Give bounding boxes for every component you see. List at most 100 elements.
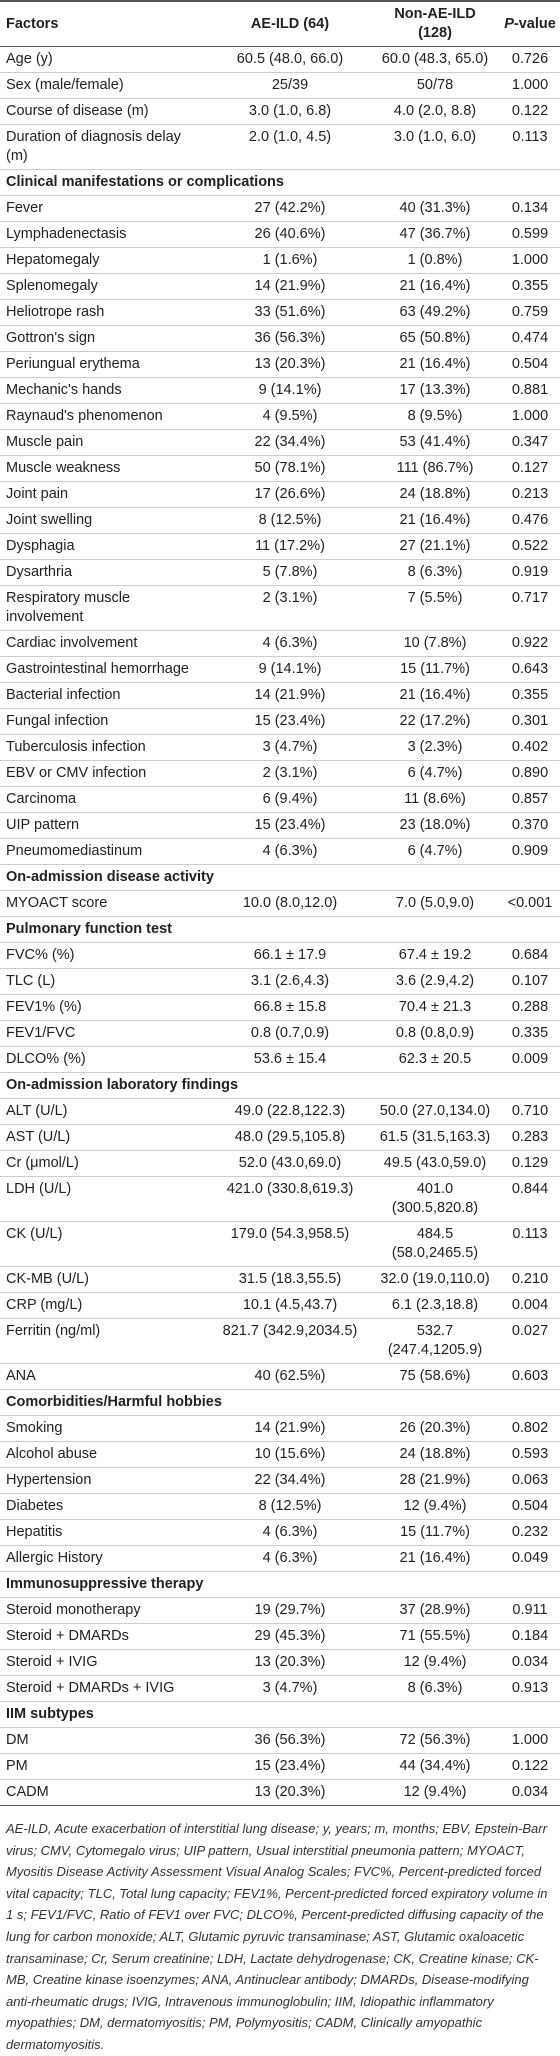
value-cell: 0.009 xyxy=(498,1046,560,1073)
section-title: IIM subtypes xyxy=(0,1701,560,1728)
value-cell: 47 (36.7%) xyxy=(370,221,498,248)
table-row: EBV or CMV infection 2 (3.1%) 6 (4.7%) 0.89… xyxy=(0,760,560,787)
factor-cell: Dysarthria xyxy=(0,559,208,586)
value-cell: 27 (21.1%) xyxy=(370,533,498,560)
footnote: AE-ILD, Acute exacerbation of interstiti… xyxy=(6,1821,548,2052)
value-cell: 5 (7.8%) xyxy=(208,559,370,586)
value-cell: 8 (12.5%) xyxy=(208,507,370,534)
value-cell: 0.335 xyxy=(498,1020,560,1047)
factor-cell: Cr (μmol/L) xyxy=(0,1150,208,1177)
value-cell: 0.919 xyxy=(498,559,560,586)
value-cell: 3 (4.7%) xyxy=(208,734,370,761)
value-cell: 0.8 (0.7,0.9) xyxy=(208,1020,370,1047)
table-row: Hepatomegaly 1 (1.6%) 1 (0.8%) 1.000 xyxy=(0,247,560,274)
value-cell: 0.922 xyxy=(498,630,560,657)
value-cell: 0.913 xyxy=(498,1675,560,1702)
value-cell: 4.0 (2.0, 8.8) xyxy=(370,98,498,125)
value-cell: 11 (8.6%) xyxy=(370,786,498,813)
value-cell: 21 (16.4%) xyxy=(370,351,498,378)
header-text: -value xyxy=(513,15,556,32)
value-cell: 0.127 xyxy=(498,455,560,482)
table-row: PM 15 (23.4%) 44 (34.4%) 0.122 xyxy=(0,1753,560,1780)
value-cell: 3.1 (2.6,4.3) xyxy=(208,968,370,995)
value-cell: 0.890 xyxy=(498,760,560,787)
value-cell: 14 (21.9%) xyxy=(208,682,370,709)
factor-cell: Periungual erythema xyxy=(0,351,208,378)
table-row: FEV1% (%) 66.8 ± 15.8 70.4 ± 21.3 0.288 xyxy=(0,994,560,1021)
value-cell: 23 (18.0%) xyxy=(370,812,498,839)
value-cell: 40 (62.5%) xyxy=(208,1363,370,1390)
value-cell: 0.301 xyxy=(498,708,560,735)
value-cell: 63 (49.2%) xyxy=(370,299,498,326)
factor-cell: Heliotrope rash xyxy=(0,299,208,326)
value-cell: <0.001 xyxy=(498,890,560,917)
value-cell: 0.129 xyxy=(498,1150,560,1177)
value-cell: 26 (20.3%) xyxy=(370,1415,498,1442)
value-cell: 0.710 xyxy=(498,1098,560,1125)
value-cell: 0.476 xyxy=(498,507,560,534)
table-row: Age (y) 60.5 (48.0, 66.0) 60.0 (48.3, 65.0… xyxy=(0,46,560,73)
value-cell: 4 (6.3%) xyxy=(208,1519,370,1546)
factor-cell: MYOACT score xyxy=(0,890,208,917)
table-row: Diabetes 8 (12.5%) 12 (9.4%) 0.504 xyxy=(0,1493,560,1520)
factor-cell: Hepatitis xyxy=(0,1519,208,1546)
value-cell: 8 (6.3%) xyxy=(370,559,498,586)
factor-cell: TLC (L) xyxy=(0,968,208,995)
value-cell: 24 (18.8%) xyxy=(370,481,498,508)
table-row: Gottron's sign 36 (56.3%) 65 (50.8%) 0.474 xyxy=(0,325,560,352)
value-cell: 21 (16.4%) xyxy=(370,682,498,709)
value-cell: 14 (21.9%) xyxy=(208,273,370,300)
table-row: Mechanic's hands 9 (14.1%) 17 (13.3%) 0.881 xyxy=(0,377,560,404)
value-cell: 11 (17.2%) xyxy=(208,533,370,560)
value-cell: 50/78 xyxy=(370,72,498,99)
value-cell: 3.0 (1.0, 6.8) xyxy=(208,98,370,125)
value-cell: 0.283 xyxy=(498,1124,560,1151)
table-row: Cardiac involvement 4 (6.3%) 10 (7.8%) 0.92… xyxy=(0,630,560,657)
value-cell: 2 (3.1%) xyxy=(208,585,370,631)
table-row: Steroid monotherapy 19 (29.7%) 37 (28.9%) 0… xyxy=(0,1597,560,1624)
value-cell: 179.0 (54.3,958.5) xyxy=(208,1221,370,1267)
value-cell: 60.5 (48.0, 66.0) xyxy=(208,46,370,73)
value-cell: 0.717 xyxy=(498,585,560,631)
value-cell: 37 (28.9%) xyxy=(370,1597,498,1624)
value-cell: 0.911 xyxy=(498,1597,560,1624)
table-row: Bacterial infection 14 (21.9%) 21 (16.4%) 0… xyxy=(0,682,560,709)
factor-cell: Raynaud's phenomenon xyxy=(0,403,208,430)
value-cell: 0.113 xyxy=(498,1221,560,1267)
value-cell: 0.857 xyxy=(498,786,560,813)
value-cell: 421.0 (330.8,619.3) xyxy=(208,1176,370,1222)
value-cell: 70.4 ± 21.3 xyxy=(370,994,498,1021)
table-row: Muscle weakness 50 (78.1%) 111 (86.7%) 0.12… xyxy=(0,455,560,482)
table-row: AST (U/L) 48.0 (29.5,105.8) 61.5 (31.5,163… xyxy=(0,1124,560,1151)
value-cell: 6 (4.7%) xyxy=(370,838,498,865)
value-cell: 0.355 xyxy=(498,682,560,709)
table-row: Ferritin (ng/ml) 821.7 (342.9,2034.5) 532.… xyxy=(0,1318,560,1364)
table-row: Sex (male/female) 25/39 50/78 1.000 xyxy=(0,72,560,99)
value-cell: 15 (11.7%) xyxy=(370,1519,498,1546)
value-cell: 26 (40.6%) xyxy=(208,221,370,248)
table-row: Muscle pain 22 (34.4%) 53 (41.4%) 0.347 xyxy=(0,429,560,456)
factor-cell: Sex (male/female) xyxy=(0,72,208,99)
value-cell: 21 (16.4%) xyxy=(370,1545,498,1572)
table-row: Cr (μmol/L) 52.0 (43.0,69.0) 49.5 (43.0,59… xyxy=(0,1150,560,1177)
factor-cell: Steroid monotherapy xyxy=(0,1597,208,1624)
value-cell: 0.684 xyxy=(498,942,560,969)
value-cell: 0.726 xyxy=(498,46,560,73)
value-cell: 6 (9.4%) xyxy=(208,786,370,813)
factor-cell: Gottron's sign xyxy=(0,325,208,352)
value-cell: 4 (9.5%) xyxy=(208,403,370,430)
factor-cell: Bacterial infection xyxy=(0,682,208,709)
value-cell: 111 (86.7%) xyxy=(370,455,498,482)
table-row: Course of disease (m) 3.0 (1.0, 6.8) 4.0 (… xyxy=(0,98,560,125)
value-cell: 50 (78.1%) xyxy=(208,455,370,482)
table-row: ALT (U/L) 49.0 (22.8,122.3) 50.0 (27.0,134… xyxy=(0,1098,560,1125)
value-cell: 3.0 (1.0, 6.0) xyxy=(370,124,498,170)
factor-cell: Tuberculosis infection xyxy=(0,734,208,761)
factor-cell: ALT (U/L) xyxy=(0,1098,208,1125)
value-cell: 1.000 xyxy=(498,72,560,99)
factor-cell: Smoking xyxy=(0,1415,208,1442)
value-cell: 31.5 (18.3,55.5) xyxy=(208,1266,370,1293)
value-cell: 21 (16.4%) xyxy=(370,507,498,534)
factor-cell: LDH (U/L) xyxy=(0,1176,208,1222)
table-row: Joint pain 17 (26.6%) 24 (18.8%) 0.213 xyxy=(0,481,560,508)
